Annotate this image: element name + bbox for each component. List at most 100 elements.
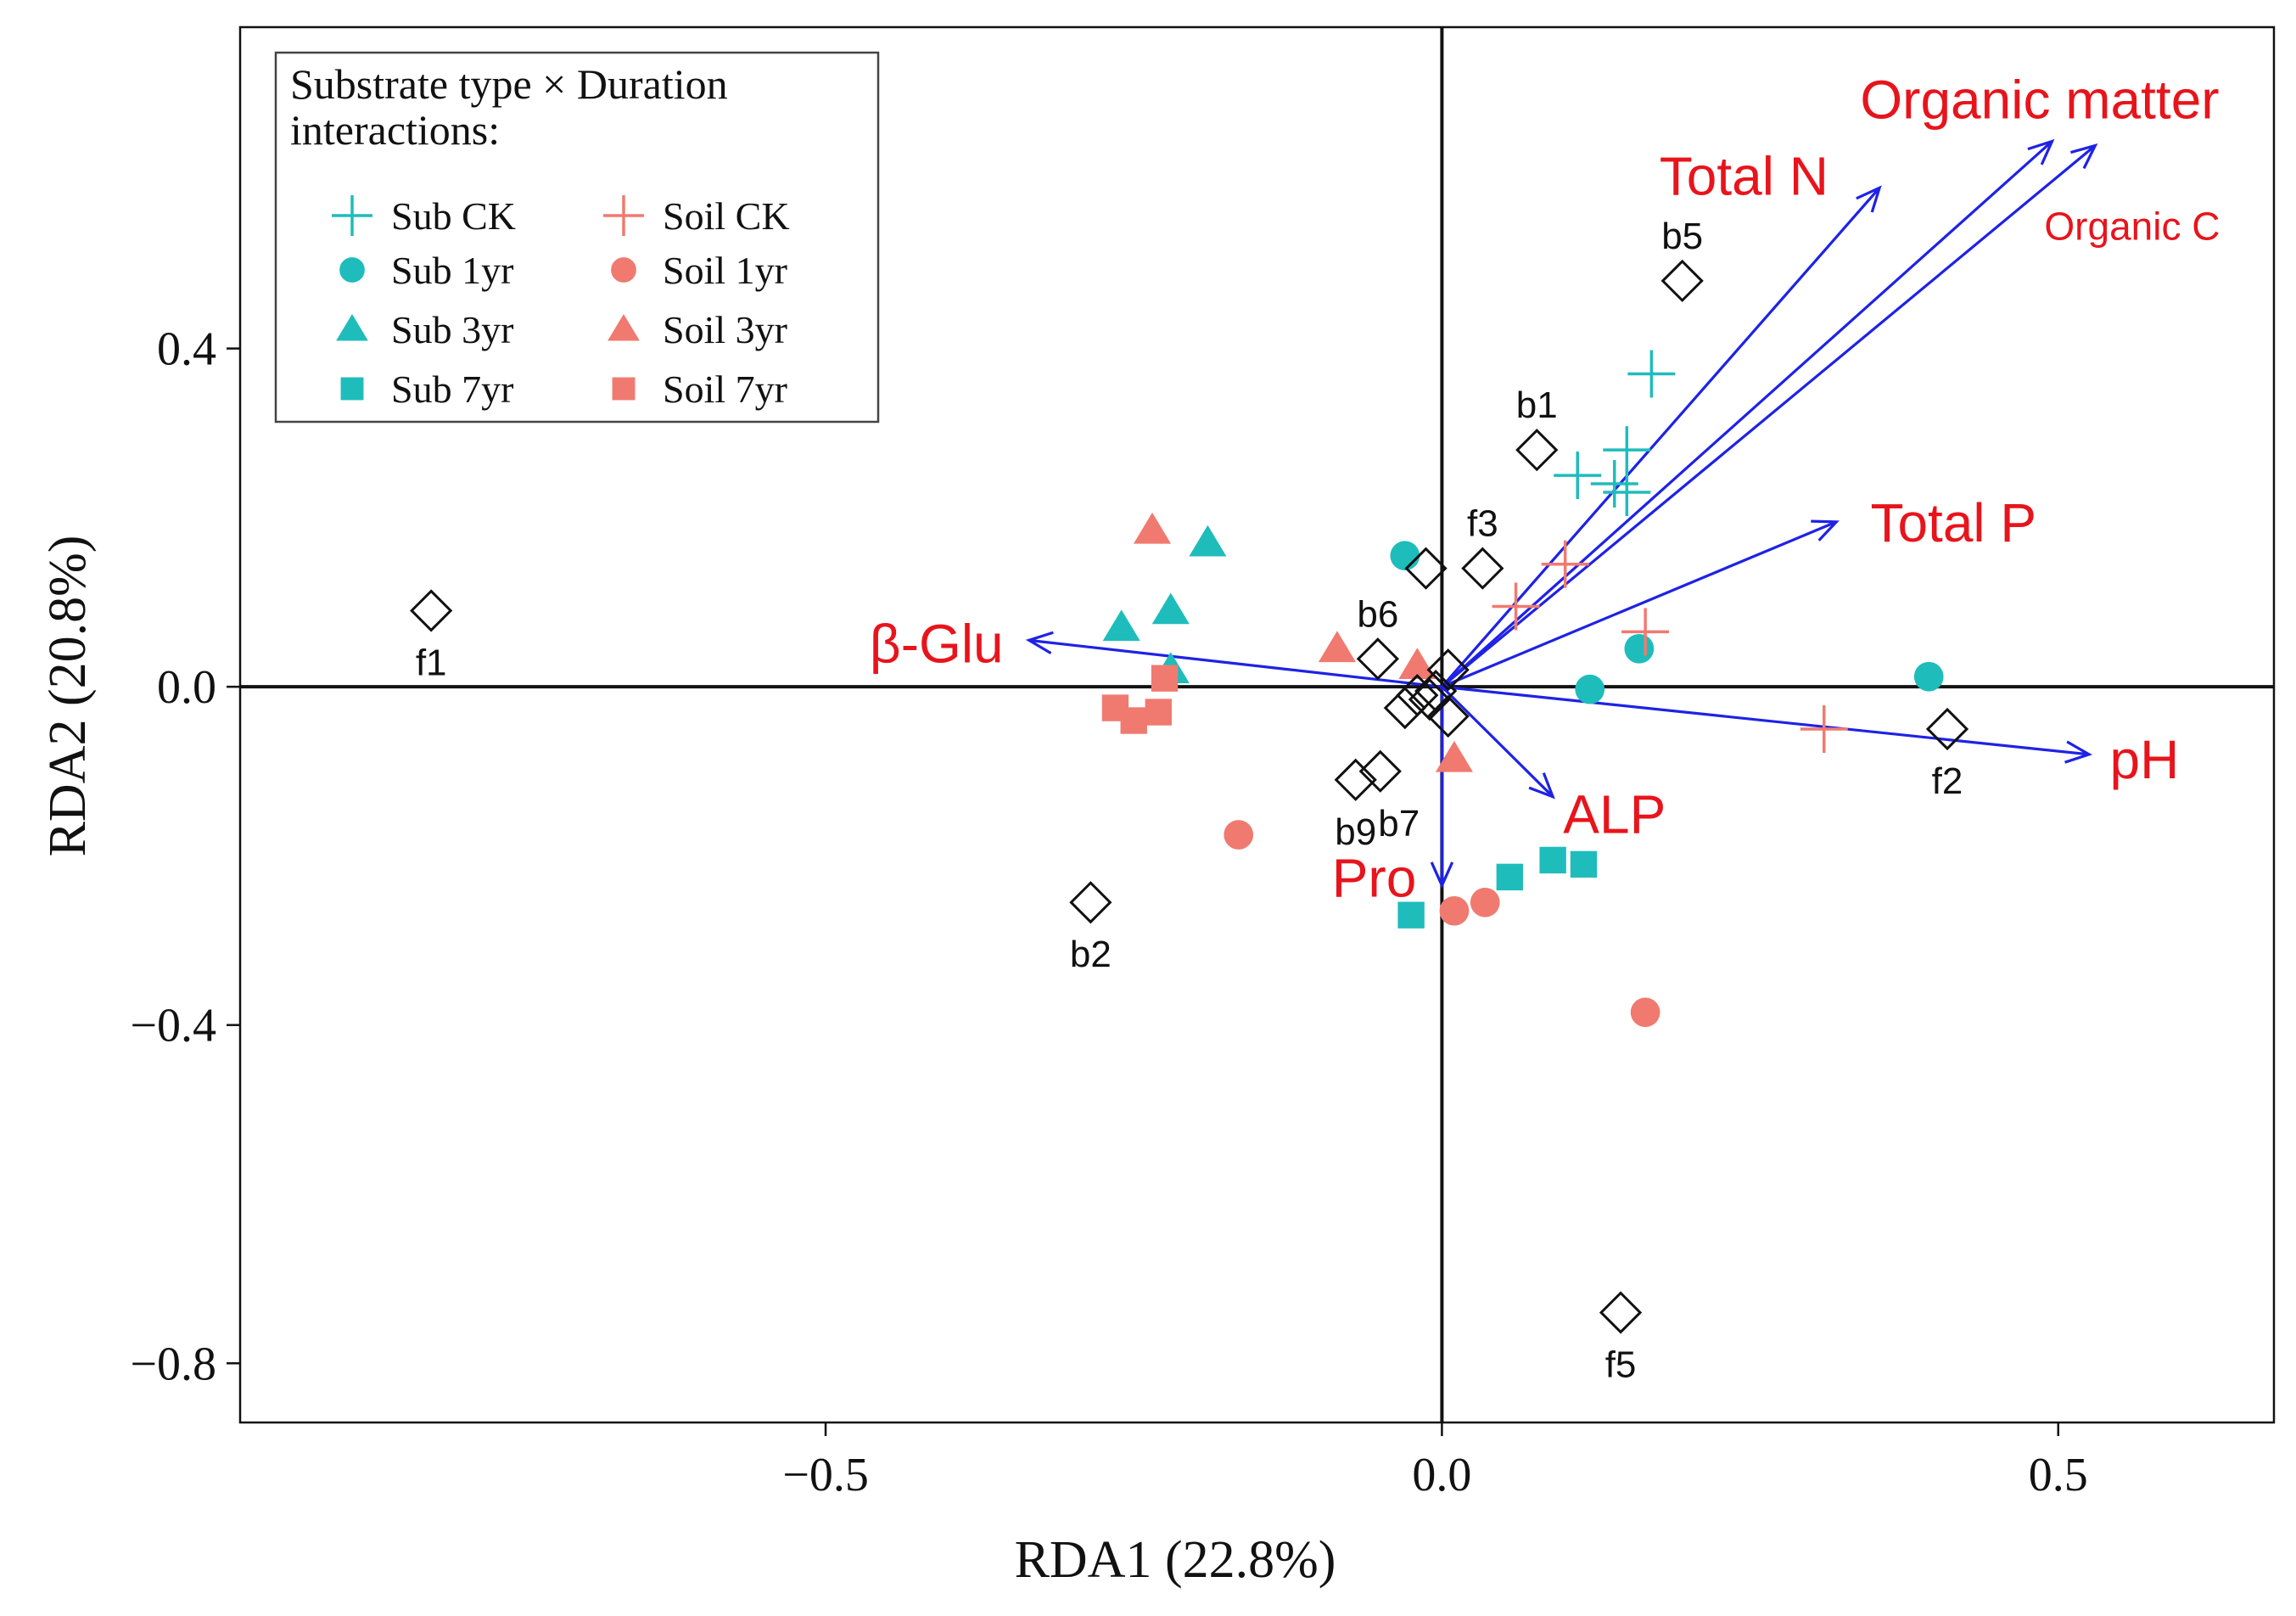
arrow-shaft [1441,144,2097,688]
env-label-ph: pH [2110,729,2180,790]
arrow-head [2027,138,2055,166]
point-sub-7yr [1397,901,1425,929]
point-soil-ck [1492,582,1540,631]
species-label-b2: b2 [1070,934,1112,975]
env-label-total-n: Total N [1660,145,1828,206]
species-marker-b9 [1334,758,1377,801]
point-sub-ck [1627,350,1676,398]
legend-label-sub-ck: Sub CK [391,194,516,238]
arrow-pro [1430,687,1454,889]
x-tick-label: 0.0 [1412,1449,1471,1501]
point-soil-3yr [1318,631,1356,663]
species-marker-f3 [1461,547,1504,590]
arrow-shaft [1442,685,2090,756]
species-label-b6: b6 [1357,593,1398,635]
x-axis-title: RDA1 (22.8%) [1015,1531,1336,1589]
x-tick-label: −0.5 [782,1449,869,1501]
legend: Substrate type × Duration interactions: … [274,51,880,424]
species-marker-f1 [410,589,453,632]
point-sub-ck [1603,426,1651,474]
species-label-b7: b7 [1378,803,1420,844]
env-label-organic-matter: Organic matter [1860,70,2219,131]
species-marker-b1 [1515,429,1559,472]
point-sub-7yr [1539,846,1566,874]
legend-symbol-sub-1yr [339,257,365,283]
point-soil-1yr [1470,887,1500,917]
point-sub-3yr [1151,592,1190,625]
point-sub-1yr [1624,633,1655,664]
arrow-shaft [1441,520,1837,688]
species-label-f2: f2 [1932,760,1963,802]
point-soil-3yr [1133,512,1172,544]
point-sub-ck [1603,469,1651,516]
point-soil-7yr [1145,699,1172,726]
species-marker [1383,686,1426,730]
arrow-head [1430,861,1454,889]
legend-title-line1: Substrate type × Duration [290,60,728,108]
species-label-f3: f3 [1467,503,1498,545]
y-tick-label: −0.4 [130,1000,216,1052]
legend-label-soil-1yr: Soil 1yr [663,249,787,292]
arrow-head [1025,631,1054,654]
arrow-head [1528,772,1555,800]
point-sub-ck [1554,452,1602,500]
env-label-pro: Pro [1332,847,1417,908]
point-soil-7yr [1151,665,1179,692]
y-axis-title: RDA2 (20.8%) [39,536,97,857]
arrow-alp [1441,686,1555,800]
point-soil-3yr [1435,740,1473,772]
point-soil-1yr [1224,820,1254,850]
legend-label-sub-3yr: Sub 3yr [391,308,513,351]
arrow-head [2064,740,2092,764]
env-label-alp: ALP [1563,784,1666,845]
point-soil-3yr [1398,648,1436,680]
species-label-b1: b1 [1516,384,1558,426]
species-marker [1426,648,1470,692]
legend-symbol-soil-1yr [611,257,636,283]
point-sub-3yr [1102,609,1140,642]
point-soil-ck [1800,704,1848,753]
env-vector-arrows [1025,138,2098,889]
legend-symbol-soil-7yr [612,377,636,401]
point-sub-1yr [1575,674,1605,704]
arrow-total-p [1441,519,1840,688]
point-sub-ck [1590,460,1638,508]
y-tick-label: 0.4 [157,323,216,376]
point-soil-1yr [1439,895,1470,926]
point-soil-ck [1621,608,1670,656]
species-label-f5: f5 [1605,1344,1637,1385]
point-sub-1yr [1913,661,1944,692]
legend-symbol-sub-3yr [336,314,368,341]
arrow-head [2070,143,2098,170]
species-marker [1404,547,1448,590]
legend-label-sub-7yr: Sub 7yr [391,368,513,411]
legend-label-soil-7yr: Soil 7yr [663,368,787,411]
point-sub-7yr [1570,850,1598,878]
point-sub-7yr [1496,863,1523,891]
species-marker-f5 [1599,1291,1643,1334]
arrow-ph [1442,685,2092,764]
species-marker-b5 [1660,259,1704,303]
y-tick-label: −0.8 [130,1338,216,1390]
arrow-organic-matter [1441,143,2098,688]
legend-title-line2: interactions: [290,106,500,154]
species-marker [1426,694,1470,738]
arrow-shaft [1441,140,2053,688]
env-label-total-p: Total P [1870,492,2036,553]
legend-label-soil-ck: Soil CK [663,194,790,238]
env-vector-labels: Organic matter Organic C Total N Total P pH β… [870,70,2220,909]
legend-symbol-sub-ck [332,195,372,236]
arrow-shaft [1028,638,1442,688]
legend-symbol-sub-7yr [340,377,364,401]
x-tick-label: 0.5 [2029,1449,2088,1501]
species-marker-b7 [1358,749,1402,793]
env-label-organic-c: Organic C [2044,205,2220,249]
species-marker-b6 [1356,637,1399,681]
arrow-head [1856,185,1882,213]
arrow-organic-c [1441,138,2055,688]
legend-label-soil-3yr: Soil 3yr [663,308,787,351]
legend-symbol-soil-ck [603,195,644,236]
species-marker-f2 [1925,707,1969,751]
point-soil-7yr [1120,707,1147,734]
